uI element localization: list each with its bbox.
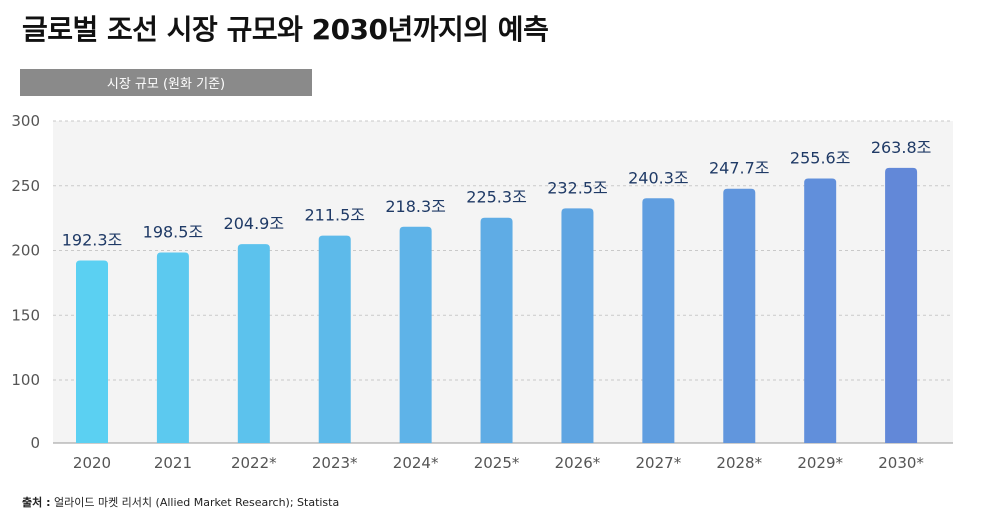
data-label: 255.6조 bbox=[790, 148, 851, 167]
x-tick-label: 2026* bbox=[555, 454, 601, 472]
data-label: 240.3조 bbox=[628, 168, 689, 187]
bar-chart: 0 100 150 200 250 300 192.3조 2020 198.5조 2021 204.… bbox=[11, 112, 953, 472]
bar-2029 bbox=[804, 178, 837, 444]
bar-2021 bbox=[156, 252, 189, 443]
x-tick-label: 2022* bbox=[231, 454, 277, 472]
chart-title: 글로벌 조선 시장 규모와 2030년까지의 예측 bbox=[22, 13, 549, 46]
bar-2027 bbox=[642, 198, 675, 443]
bar-2026 bbox=[561, 208, 594, 443]
x-tick-label: 2025* bbox=[474, 454, 520, 472]
data-label: 211.5조 bbox=[304, 206, 365, 225]
x-tick-label: 2020 bbox=[73, 454, 111, 472]
y-tick-label: 0 bbox=[30, 434, 40, 452]
bar-2028 bbox=[723, 188, 756, 443]
data-label: 218.3조 bbox=[385, 197, 446, 216]
source-note: 출처 : 얼라이드 마켓 리서치 (Allied Market Research… bbox=[22, 494, 339, 510]
x-tick-label: 2023* bbox=[312, 454, 358, 472]
bar-2025 bbox=[480, 217, 513, 443]
data-label: 204.9조 bbox=[224, 214, 285, 233]
source-text: 얼라이드 마켓 리서치 (Allied Market Research); St… bbox=[53, 496, 340, 509]
x-tick-label: 2029* bbox=[797, 454, 843, 472]
y-tick-label: 250 bbox=[11, 177, 40, 195]
data-label: 247.7조 bbox=[709, 159, 770, 178]
bar-2020 bbox=[76, 260, 108, 443]
data-label: 225.3조 bbox=[466, 188, 527, 207]
y-tick-label: 300 bbox=[11, 112, 40, 130]
x-tick-label: 2030* bbox=[878, 454, 924, 472]
x-tick-label: 2027* bbox=[636, 454, 682, 472]
bar-2022 bbox=[237, 244, 270, 443]
bar-2030 bbox=[885, 167, 918, 443]
y-tick-label: 100 bbox=[11, 371, 40, 389]
source-label: 출처 : bbox=[22, 496, 51, 509]
data-label: 192.3조 bbox=[62, 230, 123, 249]
bar-2023 bbox=[318, 235, 351, 443]
bar-2024 bbox=[399, 226, 432, 443]
x-tick-label: 2028* bbox=[716, 454, 762, 472]
data-label: 232.5조 bbox=[547, 178, 608, 197]
y-tick-label: 150 bbox=[11, 306, 40, 324]
data-label: 263.8조 bbox=[871, 138, 932, 157]
x-tick-label: 2024* bbox=[393, 454, 439, 472]
x-tick-label: 2021 bbox=[154, 454, 192, 472]
data-label: 198.5조 bbox=[143, 222, 204, 241]
legend-label: 시장 규모 (원화 기준) bbox=[20, 69, 312, 96]
y-tick-label: 200 bbox=[11, 242, 40, 260]
